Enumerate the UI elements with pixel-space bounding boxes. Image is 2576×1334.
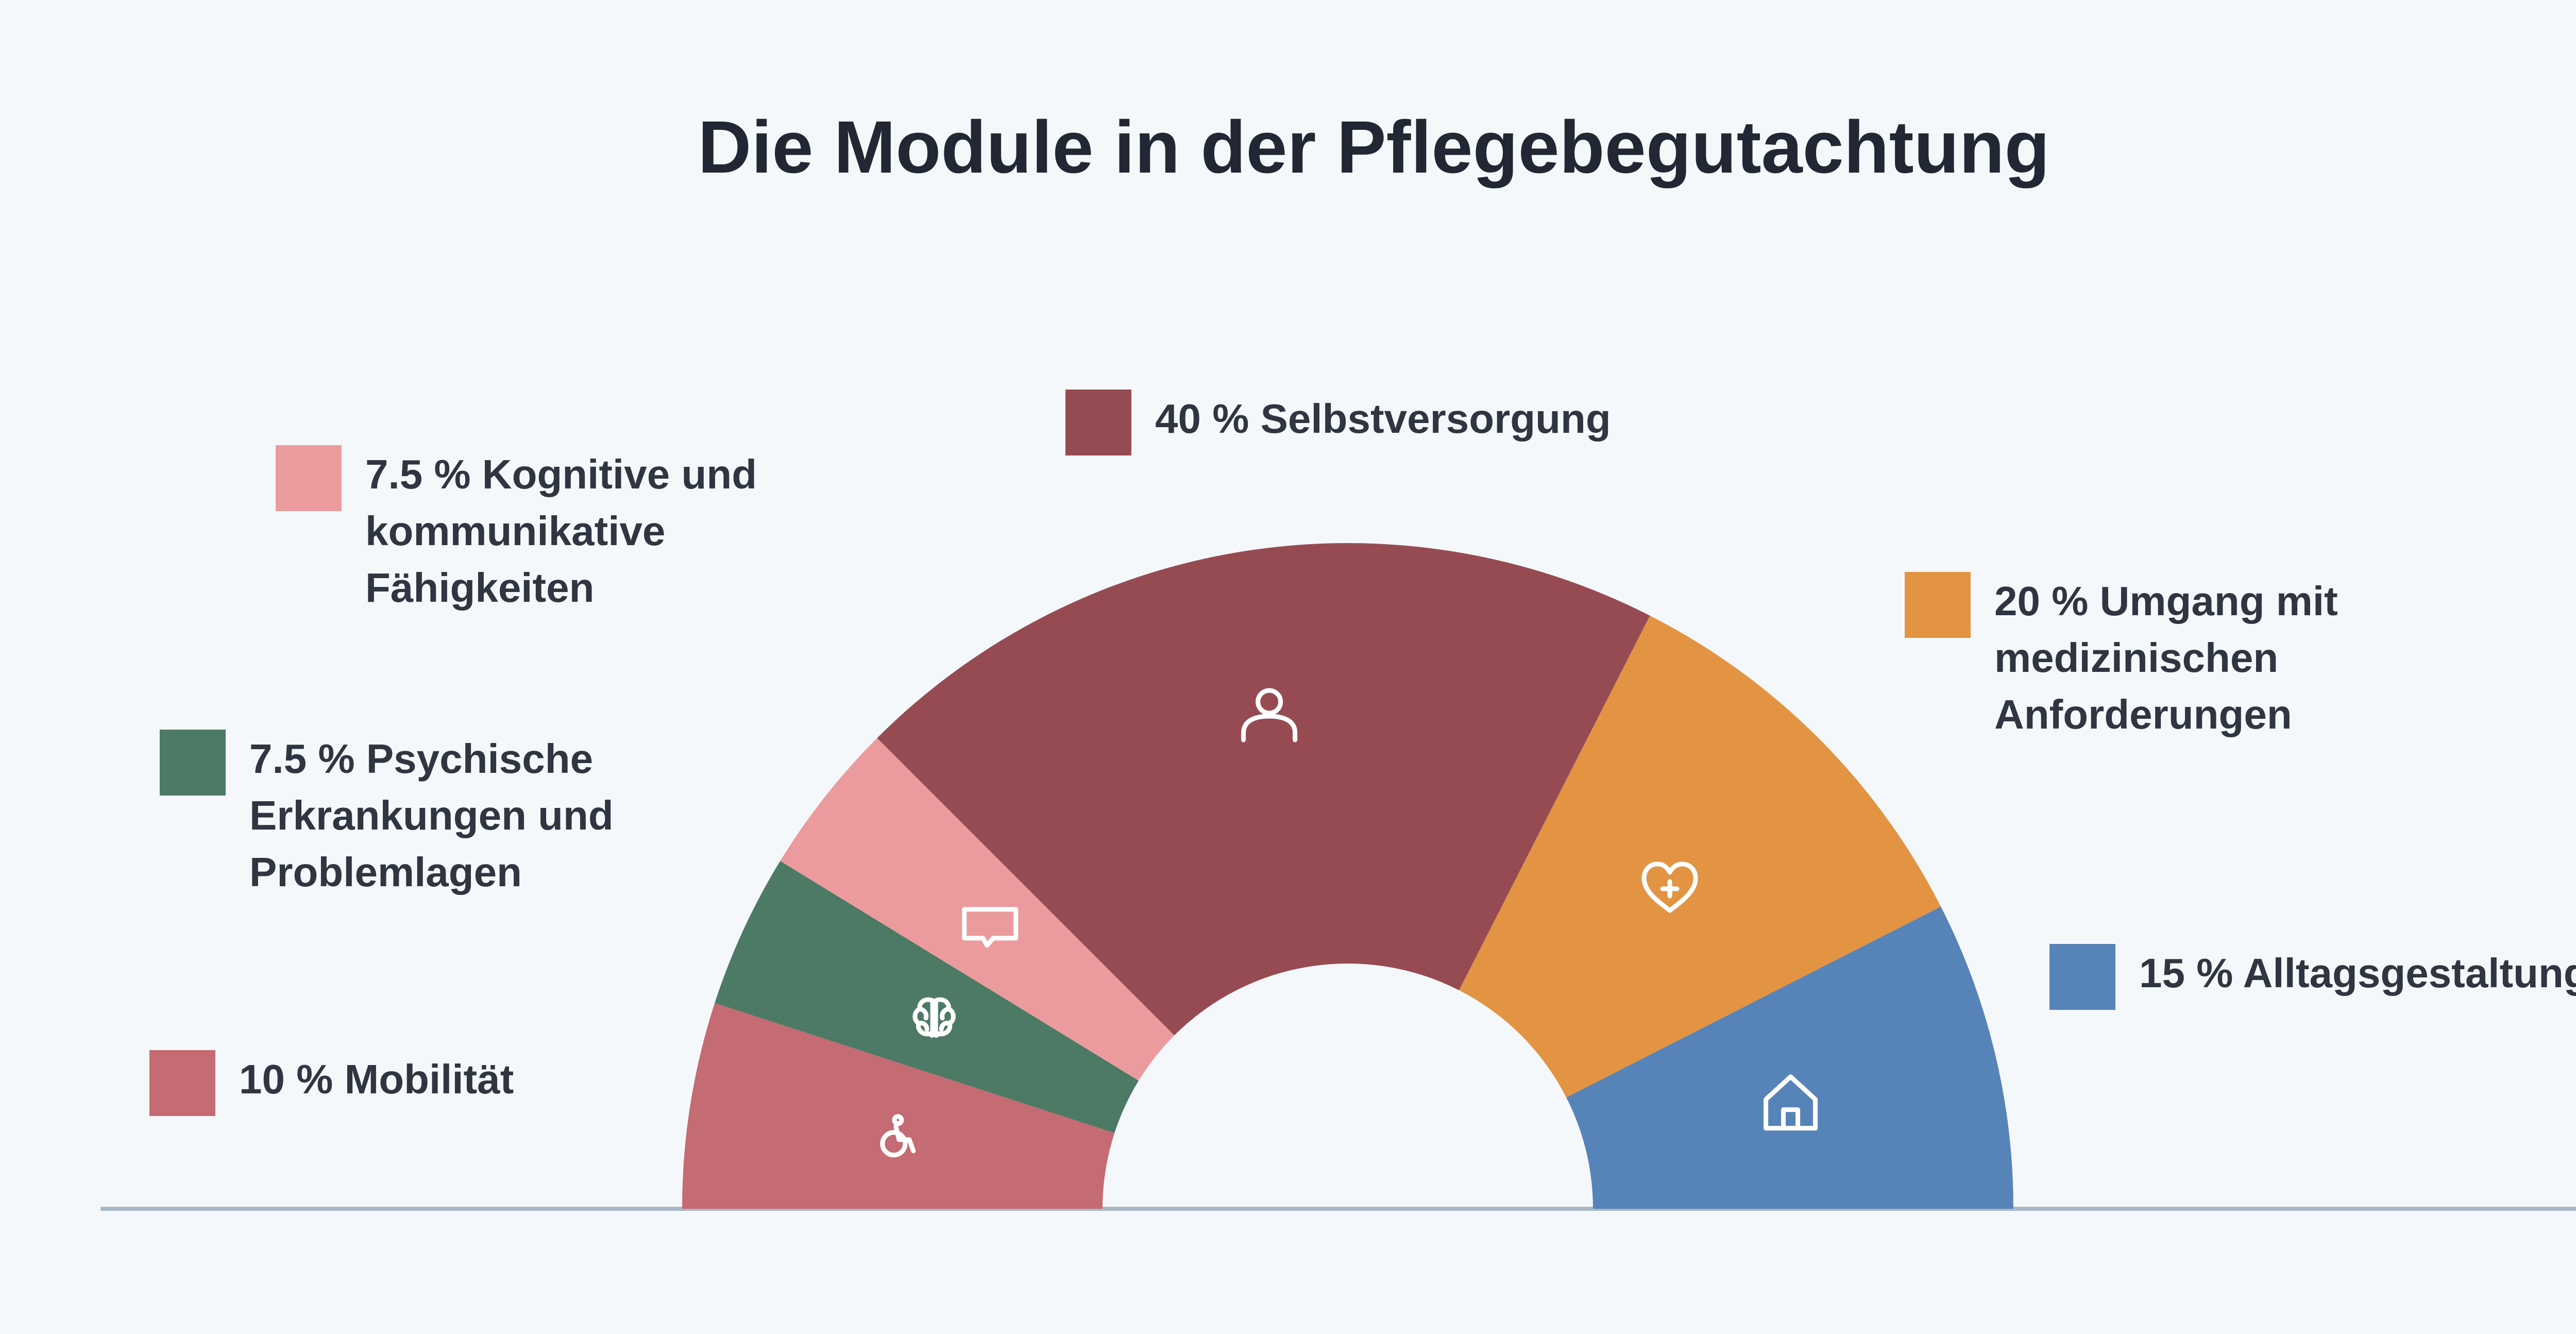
house-icon	[1764, 1074, 1818, 1131]
slice-40-selbstversorgung	[877, 543, 1650, 1036]
legend-kognitive-faehigkeiten: 7.5 % Kognitive und kommunikative Fähigk…	[276, 445, 829, 616]
legend-swatch-alltagsgestaltung	[2049, 944, 2115, 1010]
legend-swatch-mobilitaet	[149, 1050, 215, 1116]
legend-label-selbstversorgung: 40 % Selbstversorgung	[1155, 396, 1611, 442]
legend-swatch-psychische-erkrankungen	[160, 730, 226, 796]
legend-label-psychische-erkrankungen: 7.5 % Psychische Erkrankungen und Proble…	[249, 736, 614, 895]
legend-psychische-erkrankungen: 7.5 % Psychische Erkrankungen und Proble…	[160, 730, 672, 901]
person-icon	[1241, 688, 1298, 742]
heart-plus-icon	[1641, 862, 1698, 913]
legend-swatch-kognitive-faehigkeiten	[276, 445, 342, 511]
speech-bubble-icon	[962, 907, 1019, 948]
legend-medizinische-anforderungen: 20 % Umgang mit medizinischen Anforderun…	[1905, 572, 2406, 743]
legend-label-medizinische-anforderungen: 20 % Umgang mit medizinischen Anforderun…	[1994, 578, 2338, 737]
legend-swatch-medizinische-anforderungen	[1905, 572, 1971, 638]
brain-icon	[912, 997, 956, 1038]
legend-selbstversorgung: 40 % Selbstversorgung	[1065, 390, 1722, 455]
legend-label-mobilitaet: 10 % Mobilität	[239, 1056, 514, 1102]
legend-alltagsgestaltung: 15 % Alltagsgestaltung	[2049, 944, 2576, 1010]
slice-10-mobilit-t	[682, 1003, 1115, 1209]
legend-swatch-selbstversorgung	[1065, 390, 1131, 455]
legend-label-kognitive-faehigkeiten: 7.5 % Kognitive und kommunikative Fähigk…	[365, 451, 757, 611]
legend-label-alltagsgestaltung: 15 % Alltagsgestaltung	[2139, 950, 2576, 996]
legend-mobilitaet: 10 % Mobilität	[149, 1050, 558, 1116]
chart-title: Die Module in der Pflegebegutachtung	[698, 106, 2050, 189]
wheelchair-icon	[880, 1114, 916, 1158]
slice-15-alltagsgestaltung	[1566, 906, 2013, 1209]
slice-20-umgang-mit-medizinischen-anforderungen	[1459, 615, 1941, 1097]
slice-7-5-psychische-erkrankungen-und-problemlagen	[715, 860, 1139, 1133]
